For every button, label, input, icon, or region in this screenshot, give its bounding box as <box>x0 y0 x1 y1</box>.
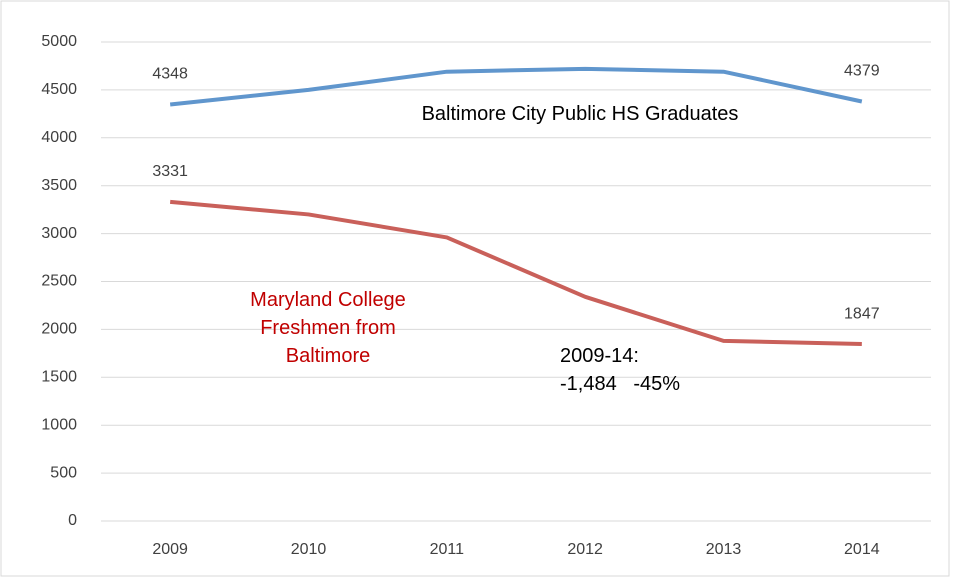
x-tick-label: 2010 <box>291 541 327 558</box>
x-tick-label: 2012 <box>567 541 603 558</box>
y-tick-label: 2500 <box>41 273 77 290</box>
data-label: 3331 <box>152 163 188 180</box>
series-line <box>169 199 862 347</box>
x-tick-label: 2011 <box>430 541 465 558</box>
y-tick-label: 4000 <box>41 129 77 146</box>
y-tick-label: 3000 <box>41 225 77 242</box>
y-tick-label: 500 <box>50 464 77 481</box>
y-tick-label: 3500 <box>41 177 77 194</box>
x-tick-label: 2014 <box>844 541 880 558</box>
y-tick-label: 4500 <box>41 81 77 98</box>
series-label: Baltimore City Public HS Graduates <box>421 103 739 125</box>
y-tick-label: 5000 <box>41 33 77 50</box>
y-tick-label: 1000 <box>41 416 77 433</box>
series-label: Maryland College Freshmen from Baltimore <box>250 289 406 367</box>
data-label: 1847 <box>844 305 880 322</box>
annotation: 2009-14: -1,484 -45% <box>560 345 681 395</box>
x-tick-label: 2009 <box>152 541 188 558</box>
x-tick-label: 2013 <box>706 541 742 558</box>
y-tick-label: 0 <box>68 512 77 529</box>
y-tick-label: 2000 <box>41 321 77 338</box>
series-line <box>169 66 863 107</box>
data-label: 4379 <box>844 63 880 80</box>
y-tick-label: 1500 <box>41 369 77 386</box>
data-label: 4348 <box>152 66 188 83</box>
